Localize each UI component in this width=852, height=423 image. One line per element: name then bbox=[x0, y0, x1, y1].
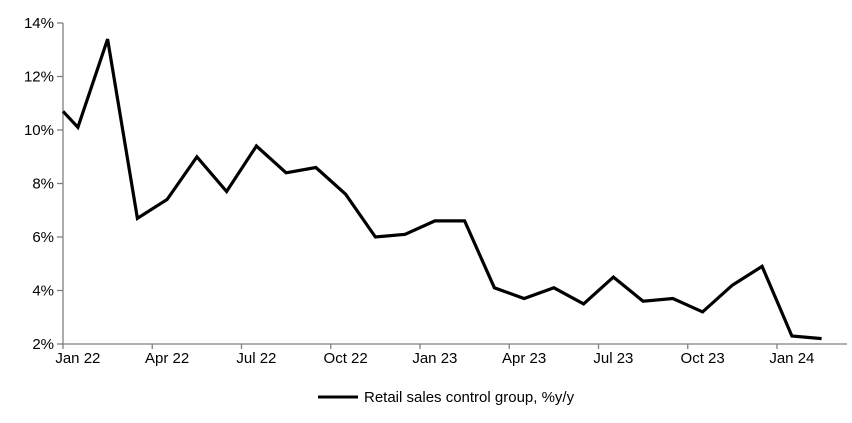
y-tick-label: 10% bbox=[24, 122, 54, 139]
y-tick-label: 8% bbox=[32, 176, 54, 193]
x-tick-label: Jan 22 bbox=[55, 350, 100, 367]
legend-label: Retail sales control group, %y/y bbox=[364, 389, 575, 406]
x-tick-label: Jan 23 bbox=[412, 350, 457, 367]
x-tick-label: Jan 24 bbox=[769, 350, 814, 367]
x-tick-label: Apr 22 bbox=[145, 350, 189, 367]
y-tick-label: 2% bbox=[32, 336, 54, 353]
y-axis-labels: 2% 4% 6% 8% 10% 12% 14% bbox=[24, 15, 54, 353]
x-axis-ticks bbox=[62, 344, 778, 349]
series-polyline bbox=[61, 38, 822, 341]
x-tick-label: Jul 22 bbox=[236, 350, 276, 367]
y-axis-ticks bbox=[57, 22, 63, 345]
x-tick-label: Apr 23 bbox=[502, 350, 546, 367]
x-axis-labels: Jan 22 Apr 22 Jul 22 Oct 22 Jan 23 Apr 23 Jul … bbox=[55, 350, 814, 367]
x-tick-label: Jul 23 bbox=[593, 350, 633, 367]
y-tick-label: 4% bbox=[32, 283, 54, 300]
y-tick-label: 12% bbox=[24, 69, 54, 86]
x-tick-label: Oct 23 bbox=[681, 350, 725, 367]
legend: Retail sales control group, %y/y bbox=[318, 389, 575, 406]
y-tick-label: 14% bbox=[24, 15, 54, 32]
x-tick-label: Oct 22 bbox=[324, 350, 368, 367]
y-tick-label: 6% bbox=[32, 229, 54, 246]
